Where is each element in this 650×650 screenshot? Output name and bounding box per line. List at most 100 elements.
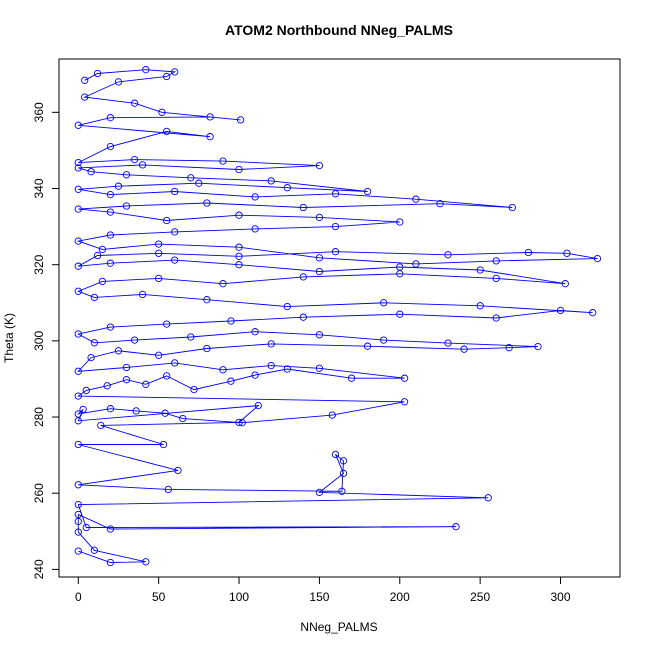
data-point xyxy=(267,361,275,370)
data-point xyxy=(74,500,82,509)
data-point xyxy=(74,185,82,193)
data-point xyxy=(158,108,166,116)
data-point xyxy=(206,113,214,121)
y-tick-label: 360 xyxy=(32,102,46,122)
data-point xyxy=(331,450,340,459)
data-point xyxy=(412,260,420,268)
data-point xyxy=(299,273,307,281)
data-point xyxy=(122,171,131,179)
data-point xyxy=(380,336,388,344)
y-tick-label: 320 xyxy=(32,254,46,274)
data-point xyxy=(130,155,139,164)
data-point xyxy=(227,317,235,325)
data-point xyxy=(171,228,179,236)
data-point xyxy=(236,116,245,124)
data-point xyxy=(155,240,163,248)
data-point xyxy=(106,405,115,413)
data-point xyxy=(114,182,123,190)
data-point xyxy=(171,187,179,196)
data-point xyxy=(534,342,542,351)
data-point xyxy=(315,161,324,170)
data-point xyxy=(396,218,404,226)
data-point xyxy=(235,165,243,174)
data-point xyxy=(251,225,259,233)
data-point xyxy=(74,410,82,418)
data-point xyxy=(412,195,420,203)
y-axis-label: Theta (K) xyxy=(2,313,16,363)
data-point xyxy=(396,263,404,271)
data-point xyxy=(315,254,324,262)
data-point xyxy=(138,290,147,299)
data-point xyxy=(106,525,115,533)
data-point xyxy=(74,517,82,526)
data-point xyxy=(338,487,346,495)
data-point xyxy=(476,302,484,310)
data-point xyxy=(163,320,171,328)
x-tick-label: 150 xyxy=(309,590,329,604)
data-point xyxy=(171,256,179,264)
data-point xyxy=(163,127,171,136)
data-point xyxy=(93,251,102,260)
data-point xyxy=(283,184,291,192)
data-point xyxy=(492,314,500,322)
data-point xyxy=(484,494,492,502)
data-point xyxy=(400,398,409,406)
data-point xyxy=(315,213,324,222)
x-tick-label: 200 xyxy=(390,590,410,604)
data-point xyxy=(74,510,82,519)
data-point xyxy=(187,174,195,182)
data-point xyxy=(505,344,513,352)
data-point xyxy=(90,293,99,302)
data-point xyxy=(235,211,243,219)
data-point xyxy=(74,205,82,213)
data-point xyxy=(254,401,262,410)
data-point xyxy=(556,306,565,315)
data-point xyxy=(132,407,140,415)
data-point xyxy=(524,248,533,257)
x-tick-label: 100 xyxy=(229,590,249,604)
data-point xyxy=(179,414,187,423)
data-point xyxy=(130,99,139,107)
data-point xyxy=(363,187,372,196)
x-tick-label: 250 xyxy=(470,590,490,604)
data-point xyxy=(130,336,139,344)
data-point xyxy=(98,245,107,254)
data-point xyxy=(155,274,163,283)
data-point xyxy=(299,313,307,321)
data-point xyxy=(219,366,227,374)
data-point xyxy=(460,345,468,353)
data-point xyxy=(164,485,172,494)
data-point xyxy=(219,157,227,165)
data-point xyxy=(74,287,82,295)
data-point xyxy=(235,261,243,269)
data-point xyxy=(206,133,214,141)
data-point xyxy=(508,203,516,212)
data-point xyxy=(103,382,111,390)
data-point xyxy=(593,254,602,263)
x-tick-label: 300 xyxy=(551,590,571,604)
data-point xyxy=(283,302,291,311)
data-point xyxy=(235,418,243,427)
data-point xyxy=(400,374,409,382)
data-point xyxy=(142,66,150,74)
data-point xyxy=(106,231,115,239)
data-point xyxy=(82,523,90,532)
data-point xyxy=(74,547,82,555)
data-point xyxy=(122,376,131,384)
data-point xyxy=(98,277,107,286)
data-point xyxy=(339,469,348,478)
data-point xyxy=(81,76,89,84)
data-point xyxy=(74,237,82,245)
data-point xyxy=(251,193,259,201)
data-point xyxy=(106,114,115,122)
data-point xyxy=(396,310,404,318)
data-point xyxy=(203,344,211,353)
data-point xyxy=(90,546,99,554)
data-point xyxy=(299,203,307,212)
data-point xyxy=(174,466,182,475)
data-point xyxy=(315,364,324,372)
data-point xyxy=(563,249,571,257)
data-point xyxy=(328,411,336,419)
